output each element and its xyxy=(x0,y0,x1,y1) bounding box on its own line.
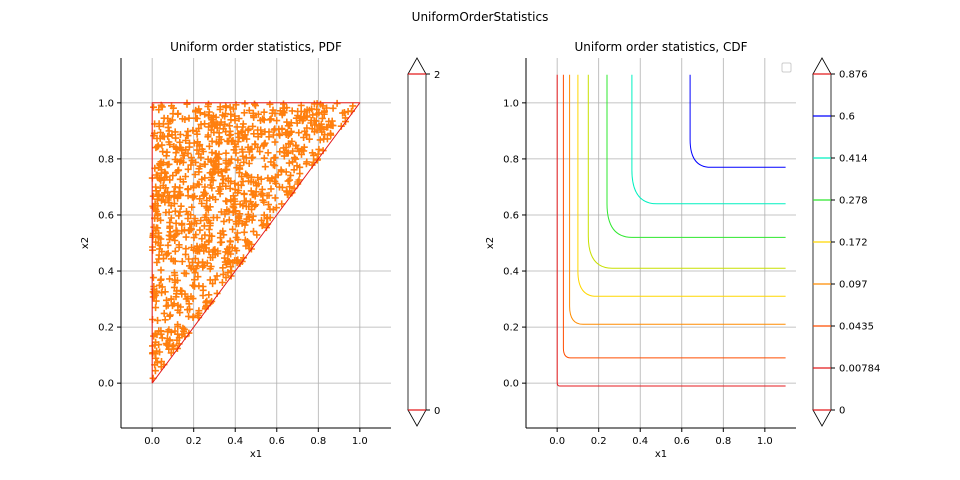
cdf-y-tick-label: 0.2 xyxy=(503,323,519,334)
cdf-y-tick-label: 1.0 xyxy=(503,98,519,109)
pdf-x-label: x1 xyxy=(250,449,262,460)
cdf-contour-level-1 xyxy=(562,74,786,359)
cdf-colorbar-label: 0 xyxy=(839,406,845,417)
cdf-grid xyxy=(526,58,796,428)
cdf-contour-level-5 xyxy=(606,74,786,238)
cdf-title: Uniform order statistics, CDF xyxy=(575,40,748,54)
figure-title: UniformOrderStatistics xyxy=(412,10,549,24)
cdf-y-tick-label: 0.4 xyxy=(503,267,519,278)
cdf-x-tick-label: 0.8 xyxy=(715,436,731,447)
cdf-colorbar-label: 0.0435 xyxy=(839,322,874,333)
cdf-x-tick-label: 0.4 xyxy=(632,436,648,447)
pdf-colorbar-label-0: 0 xyxy=(434,406,440,417)
cdf-contour-level-3 xyxy=(577,74,786,297)
cdf-colorbar: 0 0.00784 0.0435 0.097 0.172 0.278 0.414 0.6 0.8… xyxy=(812,57,880,427)
cdf-contour-level-2 xyxy=(569,74,786,325)
pdf-x-tick-label: 0.0 xyxy=(144,436,160,447)
cdf-contour-lines xyxy=(556,74,786,387)
cdf-x-label: x1 xyxy=(655,449,667,460)
cdf-x-tick-label: 0.2 xyxy=(591,436,607,447)
cdf-colorbar-label: 0.097 xyxy=(839,280,868,291)
pdf-sample-markers xyxy=(148,99,357,382)
cdf-x-tick-label: 0.6 xyxy=(674,436,690,447)
pdf-y-tick-label: 0.8 xyxy=(98,154,114,165)
pdf-y-tick-label: 0.4 xyxy=(98,267,114,278)
cdf-y-tick-label: 0.6 xyxy=(503,210,519,221)
cdf-contour-level-6 xyxy=(631,74,786,205)
pdf-x-tick-label: 1.0 xyxy=(352,436,368,447)
pdf-colorbar-top-extension xyxy=(407,57,427,75)
cdf-colorbar-label: 0.414 xyxy=(839,154,868,165)
pdf-x-tick-label: 0.8 xyxy=(310,436,326,447)
cdf-x-tick-label: 0.0 xyxy=(549,436,565,447)
pdf-y-tick-label: 0.6 xyxy=(98,210,114,221)
cdf-colorbar-top-extension xyxy=(812,57,832,75)
cdf-colorbar-label: 0.278 xyxy=(839,196,868,207)
cdf-contour-level-4 xyxy=(587,74,786,269)
pdf-ticks: 0.0 0.2 0.4 0.6 0.8 1.0 0.0 0.2 0.4 0.6 0.8 1.0 xyxy=(98,98,368,447)
pdf-y-tick-label: 1.0 xyxy=(98,98,114,109)
pdf-colorbar-body xyxy=(407,73,427,411)
pdf-y-label: x2 xyxy=(80,237,91,249)
cdf-y-tick-label: 0.8 xyxy=(503,154,519,165)
pdf-colorbar-label-2: 2 xyxy=(434,70,440,81)
pdf-colorbar-bottom-extension xyxy=(407,409,427,427)
cdf-legend xyxy=(781,62,792,73)
cdf-colorbar-bottom-extension xyxy=(812,409,832,427)
pdf-colorbar: 2 0 xyxy=(407,57,440,427)
pdf-panel: Uniform order statistics, PDF 0.0 0.2 0.4 0… xyxy=(80,40,440,460)
cdf-colorbar-levels: 0 0.00784 0.0435 0.097 0.172 0.278 0.414 0.6 0.8… xyxy=(813,70,880,417)
pdf-contour-line xyxy=(151,102,361,384)
cdf-colorbar-label: 0.00784 xyxy=(839,364,880,375)
pdf-y-tick-label: 0.0 xyxy=(98,379,114,390)
pdf-title: Uniform order statistics, PDF xyxy=(170,40,342,54)
pdf-contour xyxy=(151,102,361,384)
cdf-y-tick-label: 0.0 xyxy=(503,379,519,390)
pdf-x-tick-label: 0.6 xyxy=(269,436,285,447)
cdf-x-tick-label: 1.0 xyxy=(757,436,773,447)
cdf-colorbar-label: 0.876 xyxy=(839,70,868,81)
cdf-y-label: x2 xyxy=(485,237,496,249)
pdf-sample-points xyxy=(148,99,357,382)
cdf-contour-level-7 xyxy=(689,74,786,168)
cdf-ticks: 0.0 0.2 0.4 0.6 0.8 1.0 0.0 0.2 0.4 0.6 0.8 1.0 xyxy=(503,98,773,447)
pdf-y-tick-label: 0.2 xyxy=(98,323,114,334)
pdf-x-tick-label: 0.4 xyxy=(227,436,243,447)
cdf-contour-level-0 xyxy=(556,74,786,387)
pdf-x-tick-label: 0.2 xyxy=(186,436,202,447)
cdf-panel: Uniform order statistics, CDF 0.0 0.2 0.4 0… xyxy=(485,40,880,460)
cdf-colorbar-label: 0.172 xyxy=(839,238,868,249)
cdf-colorbar-label: 0.6 xyxy=(839,112,855,123)
